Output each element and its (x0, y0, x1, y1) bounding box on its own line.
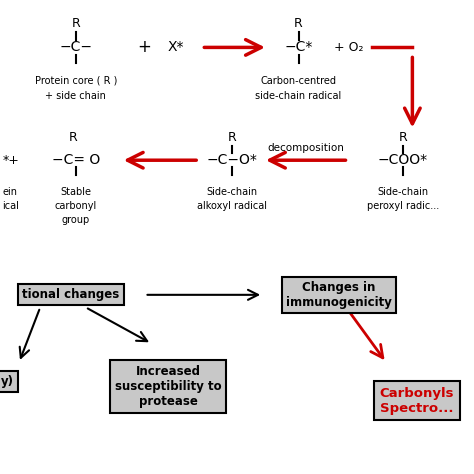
Text: Carbon-centred: Carbon-centred (261, 75, 337, 86)
Text: + O₂: + O₂ (334, 41, 363, 54)
Text: R: R (72, 17, 80, 30)
Text: R: R (228, 131, 237, 144)
Text: X*: X* (167, 40, 183, 55)
Text: Side-chain: Side-chain (207, 187, 258, 197)
Text: peroxyl radic...: peroxyl radic... (367, 201, 439, 211)
Text: ein: ein (2, 187, 18, 197)
Text: y): y) (0, 375, 14, 388)
Text: + side chain: + side chain (46, 91, 106, 101)
Text: side-chain radical: side-chain radical (255, 91, 342, 101)
Text: Side-chain: Side-chain (377, 187, 428, 197)
Text: −C−O*: −C−O* (207, 153, 258, 167)
Text: decomposition: decomposition (267, 143, 344, 153)
Text: Stable: Stable (60, 187, 91, 197)
Text: tional changes: tional changes (22, 288, 120, 301)
Text: Changes in
immunogenicity: Changes in immunogenicity (286, 281, 392, 309)
Text: Carbonyls
Spectro...: Carbonyls Spectro... (380, 386, 455, 415)
Text: +: + (137, 38, 152, 56)
Text: −C*: −C* (284, 40, 313, 55)
Text: *+: *+ (2, 154, 19, 167)
Text: group: group (62, 215, 90, 226)
Text: R: R (69, 131, 78, 144)
Text: alkoxyl radical: alkoxyl radical (197, 201, 267, 211)
Text: ical: ical (2, 201, 19, 211)
Text: carbonyl: carbonyl (55, 201, 97, 211)
Text: Protein core ( R ): Protein core ( R ) (35, 75, 117, 86)
Text: Increased
susceptibility to
protease: Increased susceptibility to protease (115, 365, 221, 408)
Text: −COO*: −COO* (378, 153, 428, 167)
Text: R: R (294, 17, 303, 30)
Text: R: R (399, 131, 407, 144)
Text: −C−: −C− (59, 40, 92, 55)
Text: −C= O: −C= O (52, 153, 100, 167)
